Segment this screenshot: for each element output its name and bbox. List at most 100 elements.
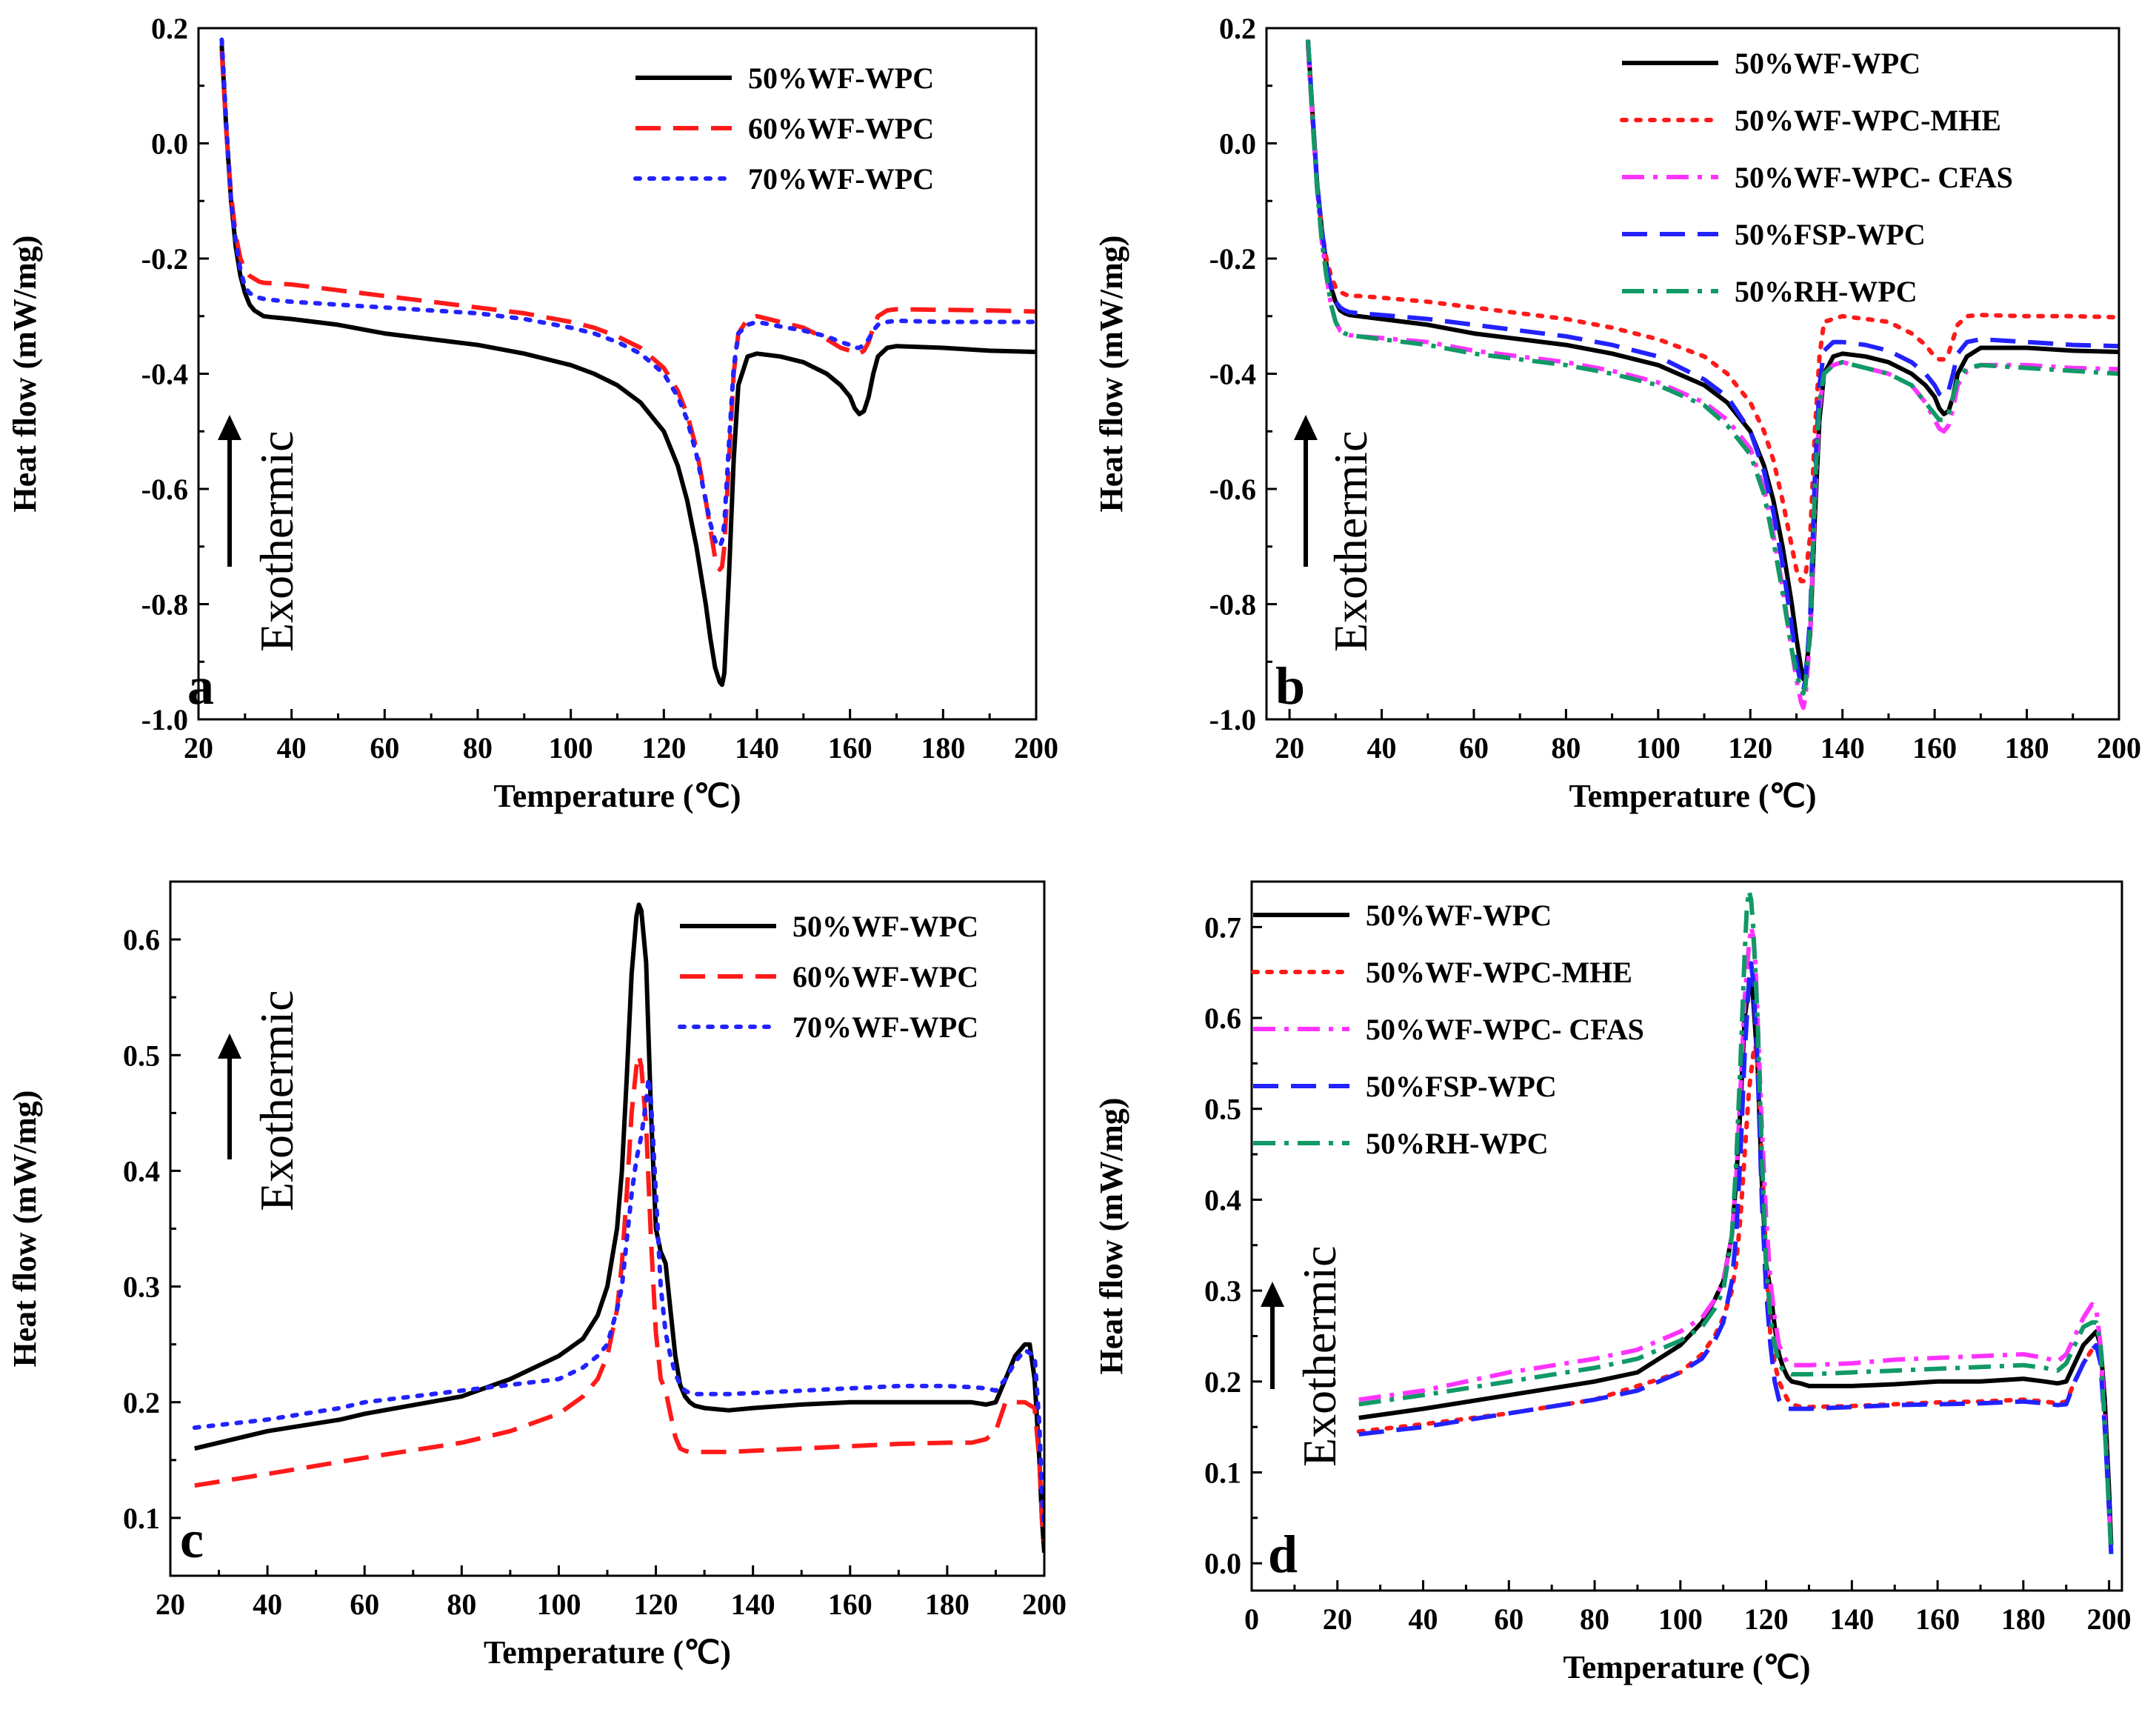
x-tick-label: 20 [1323,1602,1352,1636]
series-line-50%RH-WPC [1306,39,2119,696]
legend-label: 60%WF-WPC [748,112,934,145]
panel-letter: c [180,1510,204,1569]
series-line-70%WF-WPC [192,1076,1044,1532]
x-tick-label: 40 [1409,1602,1438,1636]
x-tick-label: 200 [2097,731,2141,765]
x-tick-label: 180 [2001,1602,2046,1636]
legend-label: 50%RH-WPC [1735,275,1918,308]
x-axis-title: Temperature (℃) [1563,1649,1810,1685]
y-tick-label: 0.2 [1219,12,1256,45]
x-tick-label: 100 [536,1588,581,1621]
x-tick-label: 140 [731,1588,775,1621]
y-tick-label: 0.1 [1204,1456,1241,1490]
panel-c: 20 40 60 80 100 120 140 160 180 200 0.1 0.2 0.3 0.4 0.… [7,880,1067,1671]
legend-label: 50%WF-WPC- CFAS [1735,161,2013,194]
x-tick-label: 60 [370,731,399,765]
legend-label: 50%WF-WPC [792,910,978,943]
legend: 50%WF-WPC 60%WF-WPC 70%WF-WPC [633,61,934,196]
x-tick-label: 140 [735,731,779,765]
legend-label: 50%FSP-WPC [1366,1070,1557,1103]
series-line-60%WF-WPC [194,1053,1044,1542]
x-tick-label: 140 [1829,1602,1874,1636]
y-axis-title: Heat flow (mW/mg) [7,236,43,513]
legend-label: 50%WF-WPC-MHE [1735,104,2001,137]
y-tick-label: 0.5 [1204,1093,1241,1126]
y-tick-label: -0.4 [141,358,188,391]
x-tick-label: 20 [1275,731,1304,765]
legend: 50%WF-WPC 60%WF-WPC 70%WF-WPC [678,910,978,1044]
legend-label: 70%WF-WPC [748,162,934,196]
arrowhead-icon [218,1033,241,1059]
x-axis-title: Temperature (℃) [1569,778,1816,814]
x-tick-label: 40 [1367,731,1397,765]
x-tick-label: 120 [634,1588,678,1621]
series-line-50%WF-WPC [1306,39,2119,682]
y-tick-label: 0.0 [151,127,188,161]
legend-label: 70%WF-WPC [792,1011,978,1044]
series-line-50%WF-WPC-MHE [1306,43,2119,584]
y-axis-title: Heat flow (mW/mg) [1093,1098,1129,1375]
legend: 50%WF-WPC 50%WF-WPC-MHE 50%WF-WPC- CFAS 50%… [1251,899,1644,1160]
panel-a: 20 40 60 80 100 120 140 160 180 200 -1.0 -0.8 -0.6 -0… [7,12,1058,814]
exothermic-label: Exothermic [1324,430,1377,652]
panel-d: 0 20 40 60 80 100 120 140 160 180 200 0.0 0.1 0.2 0.3 0… [1093,880,2132,1685]
x-tick-label: 40 [277,731,307,765]
y-tick-label: 0.3 [1204,1274,1241,1308]
y-tick-label: -1.0 [1209,703,1256,736]
legend-label: 50%WF-WPC-MHE [1366,956,1632,989]
plot-area [192,902,1044,1554]
x-tick-label: 20 [156,1588,185,1621]
series-line-50%FSP-WPC [1306,39,2119,693]
legend-label: 50%WF-WPC [748,61,934,95]
series-line-50%WF-WPC [219,45,1036,687]
panel-b: 20 40 60 80 100 120 140 160 180 200 -1.0 -0.8 -0.6 -0… [1093,12,2141,814]
plot-area [1356,888,2114,1556]
x-tick-label: 100 [1658,1602,1703,1636]
y-tick-label: 0.4 [1204,1183,1241,1216]
x-tick-label: 140 [1820,731,1865,765]
y-tick-label: -0.2 [141,242,188,276]
series-line-50%WF-WPC-MHE [1356,1042,2114,1556]
series-line-50%WF-WPC- CFAS [1306,45,2119,710]
y-tick-label: 0.1 [123,1502,160,1535]
plot-frame [1250,880,2123,1592]
y-tick-label: 0.7 [1204,910,1241,944]
arrowhead-icon [1261,1282,1284,1307]
y-tick-label: -0.2 [1209,242,1256,276]
series-line-70%WF-WPC [219,37,1036,549]
y-tick-label: -0.8 [1209,588,1256,622]
legend-label: 50%WF-WPC [1735,47,1920,80]
y-tick-label: 0.5 [123,1039,160,1072]
exothermic-label: Exothermic [1293,1245,1346,1467]
x-tick-label: 100 [1636,731,1681,765]
y-tick-label: 0.2 [123,1386,160,1419]
x-tick-label: 160 [1915,1602,1960,1636]
legend-label: 50%RH-WPC [1366,1127,1549,1160]
x-tick-label: 40 [253,1588,282,1621]
x-axis-title: Temperature (℃) [484,1634,731,1671]
legend-label: 50%WF-WPC- CFAS [1366,1013,1644,1046]
x-tick-label: 80 [1551,731,1581,765]
y-tick-label: -0.8 [141,588,188,622]
legend: 50%WF-WPC 50%WF-WPC-MHE 50%WF-WPC- CFAS 50%… [1620,47,2013,308]
series-line-50%WF-WPC- CFAS [1358,925,2114,1555]
x-tick-label: 200 [1014,731,1058,765]
y-tick-label: -0.4 [1209,358,1256,391]
panel-letter: b [1275,656,1305,716]
y-tick-label: 0.6 [1204,1002,1241,1035]
y-axis-title: Heat flow (mW/mg) [7,1091,43,1368]
y-tick-label: -0.6 [1209,473,1256,506]
x-tick-label: 80 [447,1588,476,1621]
series-line-50%RH-WPC [1358,888,2114,1555]
y-tick-label: -0.6 [141,473,188,506]
plot-area [1306,39,2119,710]
y-tick-label: 0.0 [1219,127,1256,161]
y-tick-label: 0.4 [123,1154,160,1188]
y-tick-label: 0.2 [151,12,188,45]
y-tick-label: 0.0 [1204,1547,1241,1580]
x-tick-label: 120 [1728,731,1772,765]
x-tick-label: 20 [184,731,213,765]
panel-letter: a [187,656,214,716]
x-tick-label: 180 [925,1588,969,1621]
